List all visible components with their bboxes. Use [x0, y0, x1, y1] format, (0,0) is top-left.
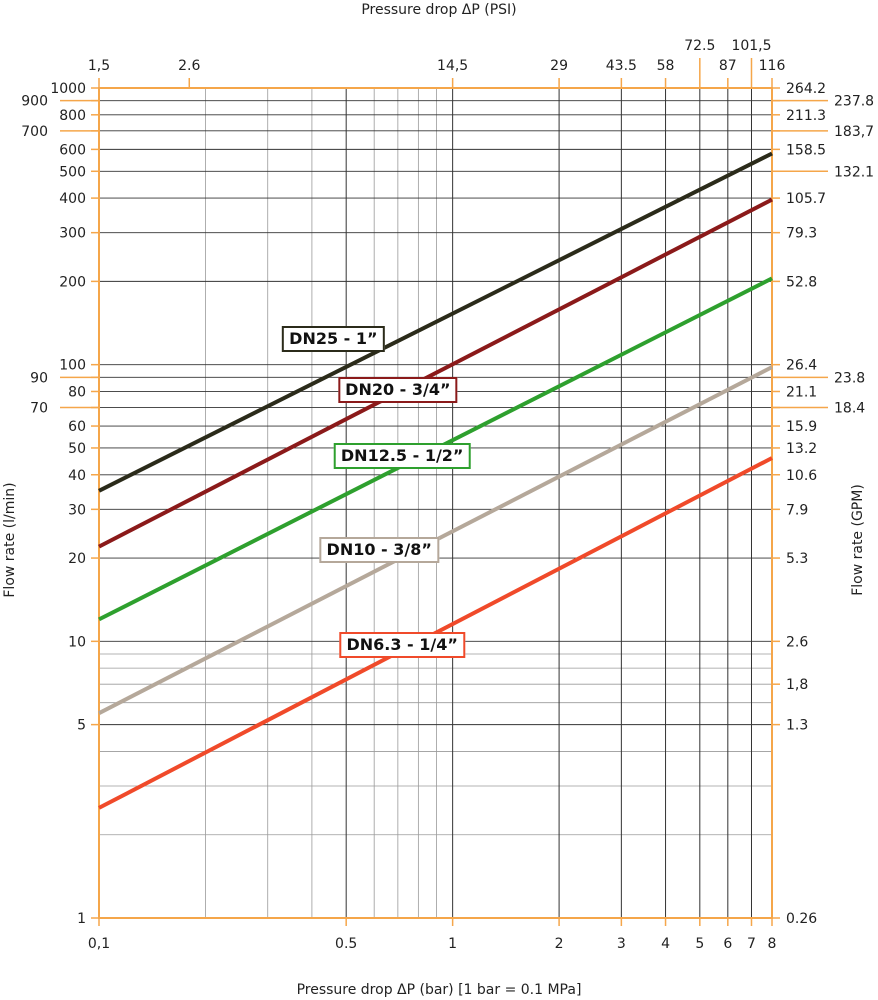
- x-tick-label: 0,1: [88, 936, 110, 952]
- x2-tick-label: 1,5: [88, 58, 110, 74]
- y-tick-label: 100: [59, 358, 86, 374]
- x-tick-label: 1: [448, 936, 457, 952]
- x-tick-label: 5: [695, 936, 704, 952]
- y-tick-label: 900: [21, 94, 48, 110]
- x-tick-label: 6: [723, 936, 732, 952]
- y-tick-label: 5: [77, 718, 86, 734]
- x2-tick-label: 116: [759, 58, 786, 74]
- y-tick-label: 40: [68, 468, 86, 484]
- y-tick-label: 80: [68, 384, 86, 400]
- x2-tick-label: 2.6: [178, 58, 200, 74]
- y2-tick-label: 158.5: [786, 142, 826, 158]
- right-axis-title: Flow rate (GPM): [850, 484, 866, 596]
- y-tick-label: 30: [68, 502, 86, 518]
- series-label: DN20 - 3/4”: [338, 376, 458, 403]
- bottom-axis-title: Pressure drop ΔP (bar) [1 bar = 0.1 MPa]: [296, 982, 582, 998]
- y2-tick-label: 21.1: [786, 384, 817, 400]
- x2-tick-label: 87: [719, 58, 737, 74]
- series-label: DN12.5 - 1/2”: [333, 443, 471, 470]
- series-line: [98, 151, 773, 493]
- y2-tick-label: 105.7: [786, 191, 826, 207]
- y2-tick-label: 7.9: [786, 502, 808, 518]
- y2-tick-label: 18.4: [834, 401, 865, 417]
- y2-tick-label: 211.3: [786, 108, 826, 124]
- y2-tick-label: 1,8: [786, 677, 808, 693]
- y2-tick-label: 1.3: [786, 718, 808, 734]
- x-tick-label: 0.5: [335, 936, 357, 952]
- y-tick-label: 20: [68, 551, 86, 567]
- y2-tick-label: 13.2: [786, 441, 817, 457]
- y2-tick-label: 52.8: [786, 274, 817, 290]
- y2-tick-label: 15.9: [786, 419, 817, 435]
- x2-tick-label: 43.5: [606, 58, 637, 74]
- y-tick-label: 10: [68, 634, 86, 650]
- y2-tick-label: 183,7: [834, 124, 874, 140]
- x2-tick-label: 14,5: [437, 58, 468, 74]
- left-axis-title: Flow rate (l/min): [2, 482, 18, 598]
- y-tick-label: 1000: [50, 81, 86, 97]
- y2-tick-label: 132.1: [834, 164, 874, 180]
- y-tick-label: 90: [30, 370, 48, 386]
- x-tick-label: 4: [661, 936, 670, 952]
- y-tick-label: 400: [59, 191, 86, 207]
- y-tick-label: 600: [59, 142, 86, 158]
- y-tick-label: 700: [21, 124, 48, 140]
- y-tick-label: 200: [59, 274, 86, 290]
- x-tick-label: 7: [747, 936, 756, 952]
- y-tick-label: 500: [59, 164, 86, 180]
- series-label: DN10 - 3/8”: [319, 537, 439, 564]
- x2-tick-label: 101,5: [731, 38, 771, 54]
- x2-tick-label: 72.5: [684, 38, 715, 54]
- series-label: DN25 - 1”: [282, 325, 385, 352]
- y2-tick-label: 2.6: [786, 634, 808, 650]
- y-tick-label: 70: [30, 401, 48, 417]
- plot-frame: [98, 87, 773, 919]
- y2-tick-label: 10.6: [786, 468, 817, 484]
- y-tick-label: 300: [59, 226, 86, 242]
- y2-tick-label: 26.4: [786, 358, 817, 374]
- y2-tick-label: 79.3: [786, 226, 817, 242]
- y2-tick-label: 23.8: [834, 370, 865, 386]
- series-line: [98, 197, 773, 549]
- y2-tick-label: 264.2: [786, 81, 826, 97]
- series-label: DN6.3 - 1/4”: [339, 631, 465, 658]
- y-tick-label: 50: [68, 441, 86, 457]
- y2-tick-label: 0.26: [786, 911, 817, 927]
- x-tick-label: 3: [617, 936, 626, 952]
- x-tick-label: 8: [768, 936, 777, 952]
- x2-tick-label: 58: [657, 58, 675, 74]
- y2-tick-label: 237.8: [834, 94, 874, 110]
- y2-tick-label: 5.3: [786, 551, 808, 567]
- top-axis-title: Pressure drop ΔP (PSI): [361, 2, 517, 18]
- y-tick-label: 800: [59, 108, 86, 124]
- y-tick-label: 60: [68, 419, 86, 435]
- x2-tick-label: 29: [550, 58, 568, 74]
- x-tick-label: 2: [555, 936, 564, 952]
- y-tick-label: 1: [77, 911, 86, 927]
